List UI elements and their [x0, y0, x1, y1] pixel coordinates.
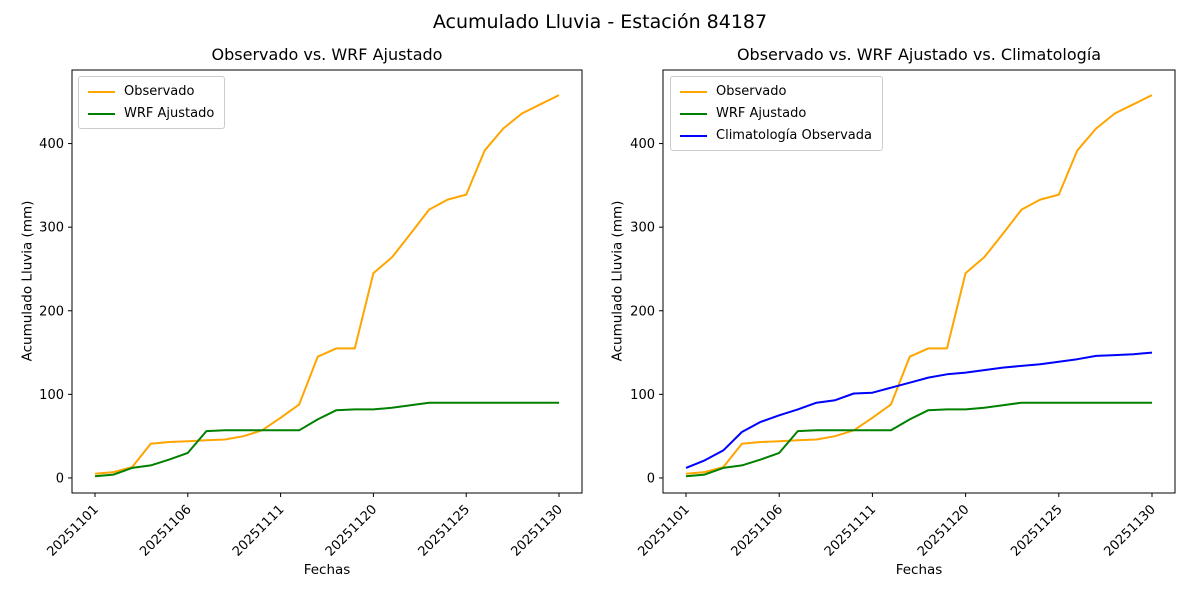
- y-tick-label: 100: [630, 388, 655, 403]
- y-tick-label: 400: [39, 137, 64, 152]
- legend-item-observado: Observado: [680, 84, 872, 99]
- series-line-2: [685, 351, 1153, 469]
- y-tick-label: 0: [56, 471, 64, 486]
- legend-label: Observado: [124, 84, 195, 99]
- y-tick-label: 300: [630, 221, 655, 236]
- series-line-1: [94, 401, 559, 478]
- chart-observado-wrf-climatologia: Observado vs. WRF Ajustado vs. Climatolo…: [600, 0, 1200, 600]
- series-line-0: [94, 94, 560, 475]
- x-tick-label: 20251130: [1101, 502, 1158, 559]
- x-tick-label: 20251101: [44, 502, 101, 559]
- axes-box: [662, 69, 1176, 494]
- x-tick-label: 20251120: [915, 502, 972, 559]
- plot-area: 0 100 200 300 400 20251101 20251106 20251111 202…: [39, 69, 583, 560]
- x-tick-label: 20251111: [822, 502, 879, 559]
- legend: Observado WRF Ajustado: [78, 76, 226, 129]
- y-axis-label: Acumulado Lluvia (mm): [19, 200, 36, 362]
- legend-label: Observado: [716, 84, 787, 99]
- climatologia-line-swatch: [680, 134, 707, 137]
- wrf-line-swatch: [88, 112, 115, 115]
- x-tick-label: 20251101: [635, 502, 692, 559]
- legend-label: Climatología Observada: [716, 128, 872, 143]
- x-tick-label: 20251120: [323, 502, 380, 559]
- y-tick-label: 0: [647, 471, 655, 486]
- chart-observado-wrf: Observado vs. WRF Ajustado 0 100 200 300 400…: [19, 45, 583, 578]
- legend-item-observado: Observado: [88, 84, 214, 99]
- legend-label: WRF Ajustado: [716, 106, 807, 121]
- plot-area: 0 100 200 300 400 20251101 20251106 20251111 202…: [630, 69, 1176, 560]
- legend-label: WRF Ajustado: [124, 106, 215, 121]
- y-tick-label: 100: [39, 388, 64, 403]
- legend: Observado WRF Ajustado Climatología Obse…: [670, 76, 883, 151]
- axes-box: [71, 69, 583, 494]
- legend-item-climatologia: Climatología Observada: [680, 128, 872, 143]
- y-tick-label: 300: [39, 221, 64, 236]
- wrf-line-swatch: [680, 112, 707, 115]
- x-tick-label: 20251111: [230, 502, 287, 559]
- x-tick-label: 20251125: [416, 502, 473, 559]
- chart-title: Observado vs. WRF Ajustado: [211, 45, 443, 64]
- series-line-0: [685, 94, 1153, 475]
- series-line-1: [685, 401, 1152, 478]
- x-axis-label: Fechas: [895, 562, 943, 578]
- x-tick-label: 20251130: [508, 502, 565, 559]
- legend-item-wrf-ajustado: WRF Ajustado: [88, 106, 214, 121]
- y-tick-label: 400: [630, 137, 655, 152]
- figure-title: Acumulado Lluvia - Estación 84187: [432, 11, 768, 33]
- chart-title: Observado vs. WRF Ajustado vs. Climatolo…: [736, 45, 1102, 64]
- observado-line-swatch: [88, 90, 115, 93]
- observado-line-swatch: [680, 90, 707, 93]
- y-tick-label: 200: [39, 304, 64, 319]
- y-axis-label: Acumulado Lluvia (mm): [609, 200, 626, 362]
- x-axis-label: Fechas: [303, 562, 351, 578]
- x-tick-label: 20251125: [1008, 502, 1065, 559]
- x-tick-label: 20251106: [137, 502, 194, 559]
- y-tick-label: 200: [630, 304, 655, 319]
- x-tick-label: 20251106: [729, 502, 786, 559]
- legend-item-wrf-ajustado: WRF Ajustado: [680, 106, 872, 121]
